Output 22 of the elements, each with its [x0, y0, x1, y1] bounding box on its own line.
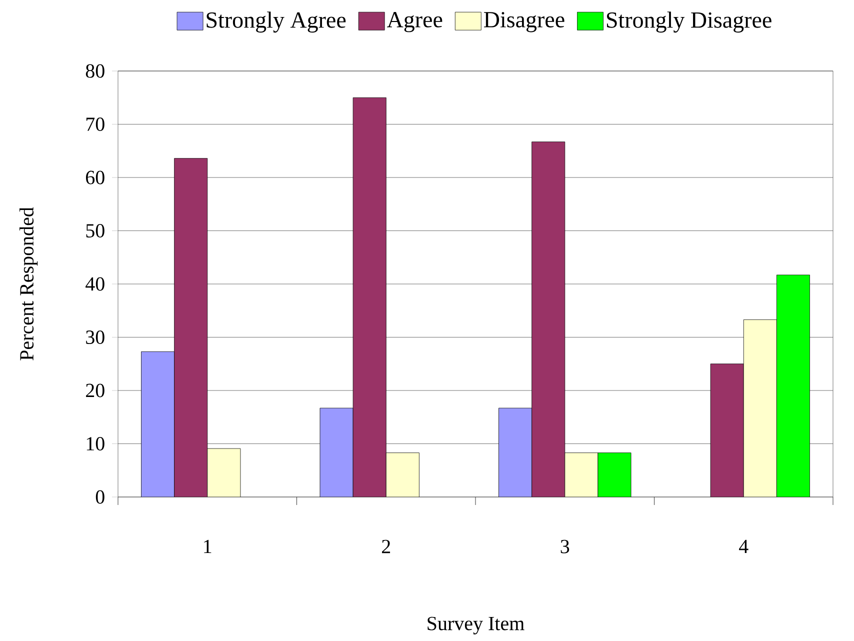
- x-tick-label: 4: [739, 540, 748, 554]
- x-tick-label: 1: [204, 540, 212, 554]
- y-tick-label: 30: [86, 330, 104, 344]
- x-tick-label: 2: [382, 540, 390, 554]
- y-tick-label: 80: [86, 64, 104, 78]
- y-tick-label: 0: [96, 490, 104, 504]
- y-axis-title: Percent Responded: [19, 207, 38, 360]
- y-tick-label: 10: [86, 436, 104, 450]
- y-tick-label: 50: [86, 224, 104, 238]
- y-tick-label: 70: [86, 117, 104, 131]
- bar: [320, 408, 354, 497]
- x-axis-title: Survey Item: [428, 616, 524, 634]
- legend-label: Disagree: [484, 12, 564, 32]
- y-tick-label: 60: [86, 170, 104, 184]
- y-tick-label: 40: [86, 277, 104, 291]
- bar: [141, 351, 175, 497]
- legend-label: Strongly Disagree: [606, 12, 772, 33]
- legend-label: Strongly Agree: [206, 12, 346, 33]
- x-tick-label: 3: [560, 540, 570, 554]
- legend-label: Agree: [386, 12, 442, 32]
- bar: [498, 408, 532, 497]
- y-tick-label: 20: [86, 384, 104, 398]
